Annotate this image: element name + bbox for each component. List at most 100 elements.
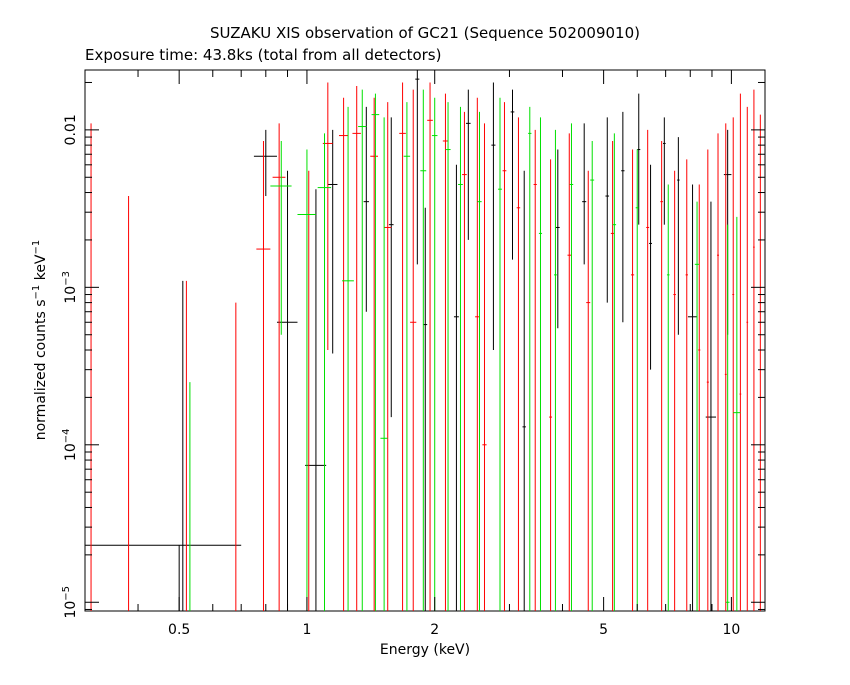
- data-point: [569, 123, 574, 611]
- data-point: [732, 117, 735, 611]
- series-1: [90, 82, 762, 611]
- data-point: [427, 82, 433, 611]
- data-point: [610, 140, 615, 611]
- data-point: [380, 117, 388, 611]
- data-point: [453, 164, 459, 611]
- y-tick-label: 0.01: [63, 114, 79, 145]
- y-tick-label-base: 10: [63, 443, 79, 461]
- data-point: [660, 140, 663, 611]
- data-point: [746, 106, 749, 611]
- data-point: [528, 106, 532, 611]
- data-point: [475, 97, 480, 611]
- data-point: [612, 133, 617, 611]
- data-point: [85, 544, 242, 611]
- data-point: [533, 129, 537, 611]
- data-point: [423, 207, 428, 611]
- data-point: [733, 216, 741, 611]
- data-point: [510, 89, 515, 260]
- data-point: [630, 149, 635, 611]
- data-point: [458, 106, 463, 611]
- data-point: [327, 129, 338, 354]
- y-tick-label-exp: −5: [61, 586, 72, 601]
- data-point: [649, 164, 652, 370]
- data-point: [431, 97, 438, 611]
- data-point: [410, 89, 417, 611]
- data-point: [555, 149, 560, 329]
- data-point: [339, 97, 349, 611]
- y-tick-label: 10−3: [61, 271, 79, 304]
- y-tick-label-exp: −3: [61, 271, 72, 286]
- data-point: [759, 114, 762, 611]
- data-point: [399, 82, 406, 611]
- data-point: [388, 117, 394, 418]
- data-point: [384, 102, 392, 611]
- series-layer: [85, 70, 762, 611]
- data-point: [403, 102, 411, 611]
- y-axis-label-sup2: −1: [31, 240, 42, 255]
- data-point: [582, 123, 587, 265]
- y-tick-label: 10−5: [61, 586, 79, 619]
- y-tick-label-base: 10: [63, 601, 79, 619]
- data-point: [342, 106, 354, 611]
- data-point: [605, 117, 610, 303]
- data-point: [621, 111, 625, 323]
- data-point: [420, 89, 427, 611]
- data-point: [371, 93, 380, 611]
- data-point: [445, 102, 451, 611]
- data-point: [498, 97, 502, 611]
- data-point: [352, 85, 361, 611]
- data-point: [415, 70, 420, 265]
- y-axis-label: normalized counts s−1 keV−1: [31, 240, 49, 441]
- y-axis-label-mid: keV: [33, 254, 49, 285]
- data-point: [698, 184, 701, 611]
- data-point: [358, 89, 367, 611]
- data-point: [646, 129, 650, 611]
- data-point: [442, 93, 449, 611]
- data-point: [705, 201, 717, 611]
- x-axis-ticks: 0.5 1 2 5 10: [84, 70, 740, 638]
- data-point: [477, 111, 482, 611]
- data-point: [590, 140, 595, 611]
- data-point: [462, 111, 467, 611]
- data-point: [685, 159, 688, 611]
- data-point: [305, 189, 327, 611]
- data-point: [253, 129, 277, 197]
- x-tick-label: 1: [302, 622, 311, 638]
- y-tick-label: 10−4: [61, 429, 79, 462]
- data-point: [739, 93, 742, 611]
- data-point: [673, 170, 676, 611]
- data-point: [491, 82, 496, 350]
- data-point: [662, 117, 666, 225]
- chart-subtitle: Exposure time: 43.8ks (total from all de…: [85, 46, 441, 64]
- data-point: [272, 123, 286, 611]
- data-point: [482, 123, 487, 611]
- data-point: [687, 184, 698, 611]
- x-tick-label: 2: [430, 622, 439, 638]
- data-point: [586, 170, 591, 611]
- data-point: [538, 117, 543, 611]
- data-point: [666, 184, 670, 611]
- x-tick-label: 5: [599, 622, 608, 638]
- data-point: [635, 149, 639, 611]
- data-point: [363, 106, 369, 312]
- x-axis-label: Energy (keV): [380, 642, 470, 658]
- data-point: [553, 129, 557, 611]
- data-point: [270, 140, 292, 335]
- data-point: [522, 170, 526, 611]
- y-tick-label-base: 10: [63, 286, 79, 304]
- data-point: [717, 133, 720, 611]
- data-point: [370, 97, 378, 611]
- data-point: [256, 140, 271, 611]
- data-point: [276, 170, 298, 611]
- data-point: [502, 102, 507, 611]
- y-axis-ticks: 10−510−410−30.01: [61, 81, 765, 619]
- data-point: [706, 149, 709, 611]
- y-axis-label-main: normalized counts s: [33, 299, 49, 440]
- y-tick-label-base: 0.01: [63, 114, 79, 145]
- y-tick-label-exp: −4: [61, 429, 72, 444]
- data-point: [317, 133, 332, 611]
- chart-title: SUZAKU XIS observation of GC21 (Sequence…: [210, 24, 640, 42]
- data-point: [694, 201, 700, 611]
